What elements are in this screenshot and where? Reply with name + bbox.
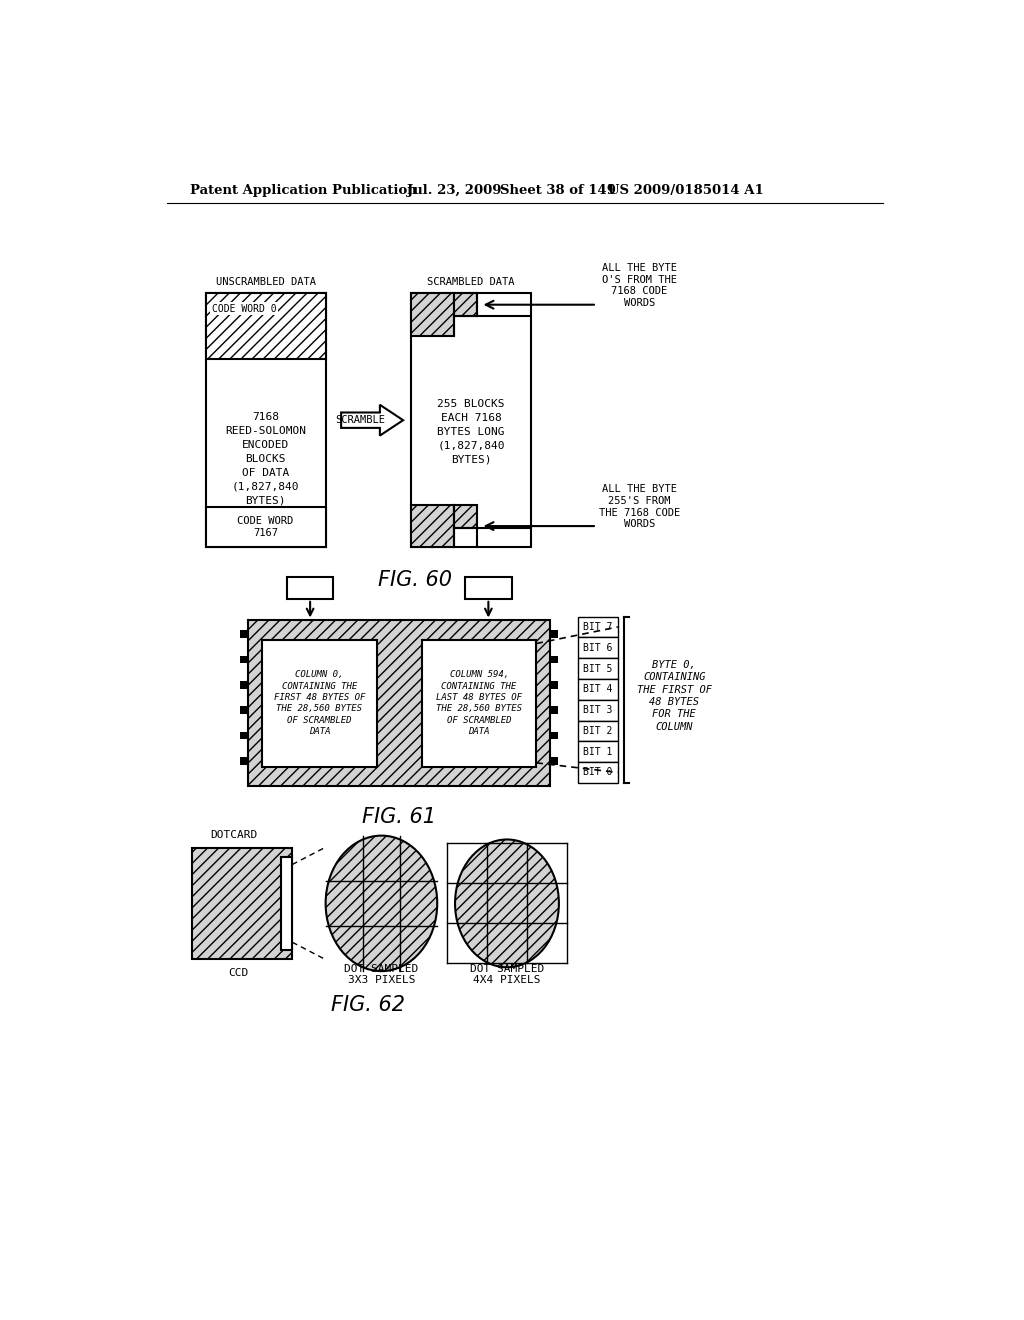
Bar — [241, 631, 248, 638]
Bar — [241, 681, 248, 689]
Text: FIG. 61: FIG. 61 — [362, 807, 436, 826]
Bar — [422, 640, 537, 767]
Polygon shape — [341, 405, 403, 436]
Text: US 2009/0185014 A1: US 2009/0185014 A1 — [608, 185, 764, 197]
Text: BIT 7: BIT 7 — [583, 622, 612, 632]
Bar — [578, 742, 617, 762]
Text: CCD: CCD — [228, 968, 248, 978]
Bar — [262, 640, 377, 767]
Bar — [550, 681, 558, 689]
Text: SCRAMBLED DATA: SCRAMBLED DATA — [427, 277, 515, 288]
Text: COLUMN 0,
CONTAINING THE
FIRST 48 BYTES OF
THE 28,560 BYTES
OF SCRAMBLED
DATA: COLUMN 0, CONTAINING THE FIRST 48 BYTES … — [273, 671, 366, 737]
Text: CODE WORD 0: CODE WORD 0 — [212, 304, 276, 314]
Text: ALL THE BYTE
255'S FROM
THE 7168 CODE
WORDS: ALL THE BYTE 255'S FROM THE 7168 CODE WO… — [599, 484, 680, 529]
Text: Jul. 23, 2009: Jul. 23, 2009 — [407, 185, 502, 197]
Text: ALL THE BYTE
O'S FROM THE
7168 CODE
WORDS: ALL THE BYTE O'S FROM THE 7168 CODE WORD… — [602, 263, 677, 308]
Bar — [550, 706, 558, 714]
Bar — [411, 293, 454, 335]
Text: BIT 5: BIT 5 — [583, 664, 612, 673]
Bar — [578, 659, 617, 678]
Ellipse shape — [326, 836, 437, 972]
Text: 255 BLOCKS
EACH 7168
BYTES LONG
(1,827,840
BYTES): 255 BLOCKS EACH 7168 BYTES LONG (1,827,8… — [437, 399, 505, 465]
Bar — [578, 616, 617, 638]
Text: FIG. 60: FIG. 60 — [378, 570, 452, 590]
Bar — [411, 293, 531, 548]
Bar — [454, 293, 477, 317]
Bar — [550, 756, 558, 764]
Bar — [550, 731, 558, 739]
Text: BIT 0: BIT 0 — [583, 767, 612, 777]
Bar — [550, 631, 558, 638]
Bar — [206, 293, 326, 548]
Bar — [550, 656, 558, 664]
Text: BIT 2: BIT 2 — [583, 726, 612, 735]
Bar — [241, 656, 248, 664]
Text: CODE WORD
7167: CODE WORD 7167 — [238, 516, 294, 539]
Bar — [578, 721, 617, 742]
Text: Patent Application Publication: Patent Application Publication — [190, 185, 417, 197]
Bar — [206, 293, 326, 359]
Text: BYTE 0,
CONTAINING
THE FIRST OF
48 BYTES
FOR THE
COLUMN: BYTE 0, CONTAINING THE FIRST OF 48 BYTES… — [637, 660, 712, 731]
Text: DOTCARD: DOTCARD — [211, 830, 258, 841]
Bar — [454, 504, 477, 528]
Bar — [191, 847, 292, 960]
Bar — [248, 620, 550, 785]
Bar — [578, 700, 617, 721]
Bar — [241, 706, 248, 714]
Bar — [578, 678, 617, 700]
Bar — [411, 504, 454, 548]
Text: Sheet 38 of 149: Sheet 38 of 149 — [500, 185, 616, 197]
Text: 7168
REED-SOLOMON
ENCODED
BLOCKS
OF DATA
(1,827,840
BYTES): 7168 REED-SOLOMON ENCODED BLOCKS OF DATA… — [225, 412, 306, 506]
Text: COLUMN 594,
CONTAINING THE
LAST 48 BYTES OF
THE 28,560 BYTES
OF SCRAMBLED
DATA: COLUMN 594, CONTAINING THE LAST 48 BYTES… — [436, 671, 522, 737]
Bar — [241, 756, 248, 764]
Bar — [578, 638, 617, 659]
Bar — [465, 577, 512, 599]
Text: BIT 3: BIT 3 — [583, 705, 612, 715]
Bar — [241, 731, 248, 739]
Text: FIG. 62: FIG. 62 — [331, 995, 406, 1015]
Bar — [287, 577, 334, 599]
Bar — [206, 507, 326, 548]
Ellipse shape — [455, 840, 559, 968]
Bar — [282, 857, 292, 950]
Text: BIT 4: BIT 4 — [583, 684, 612, 694]
Text: DOT SAMPLED
4X4 PIXELS: DOT SAMPLED 4X4 PIXELS — [470, 964, 544, 986]
Text: UNSCRAMBLED DATA: UNSCRAMBLED DATA — [216, 277, 315, 288]
Text: DOT SAMPLED
3X3 PIXELS: DOT SAMPLED 3X3 PIXELS — [344, 964, 419, 986]
Bar — [578, 762, 617, 783]
Text: BIT 1: BIT 1 — [583, 747, 612, 756]
Text: BIT 6: BIT 6 — [583, 643, 612, 652]
Text: SCRAMBLE: SCRAMBLE — [336, 416, 385, 425]
